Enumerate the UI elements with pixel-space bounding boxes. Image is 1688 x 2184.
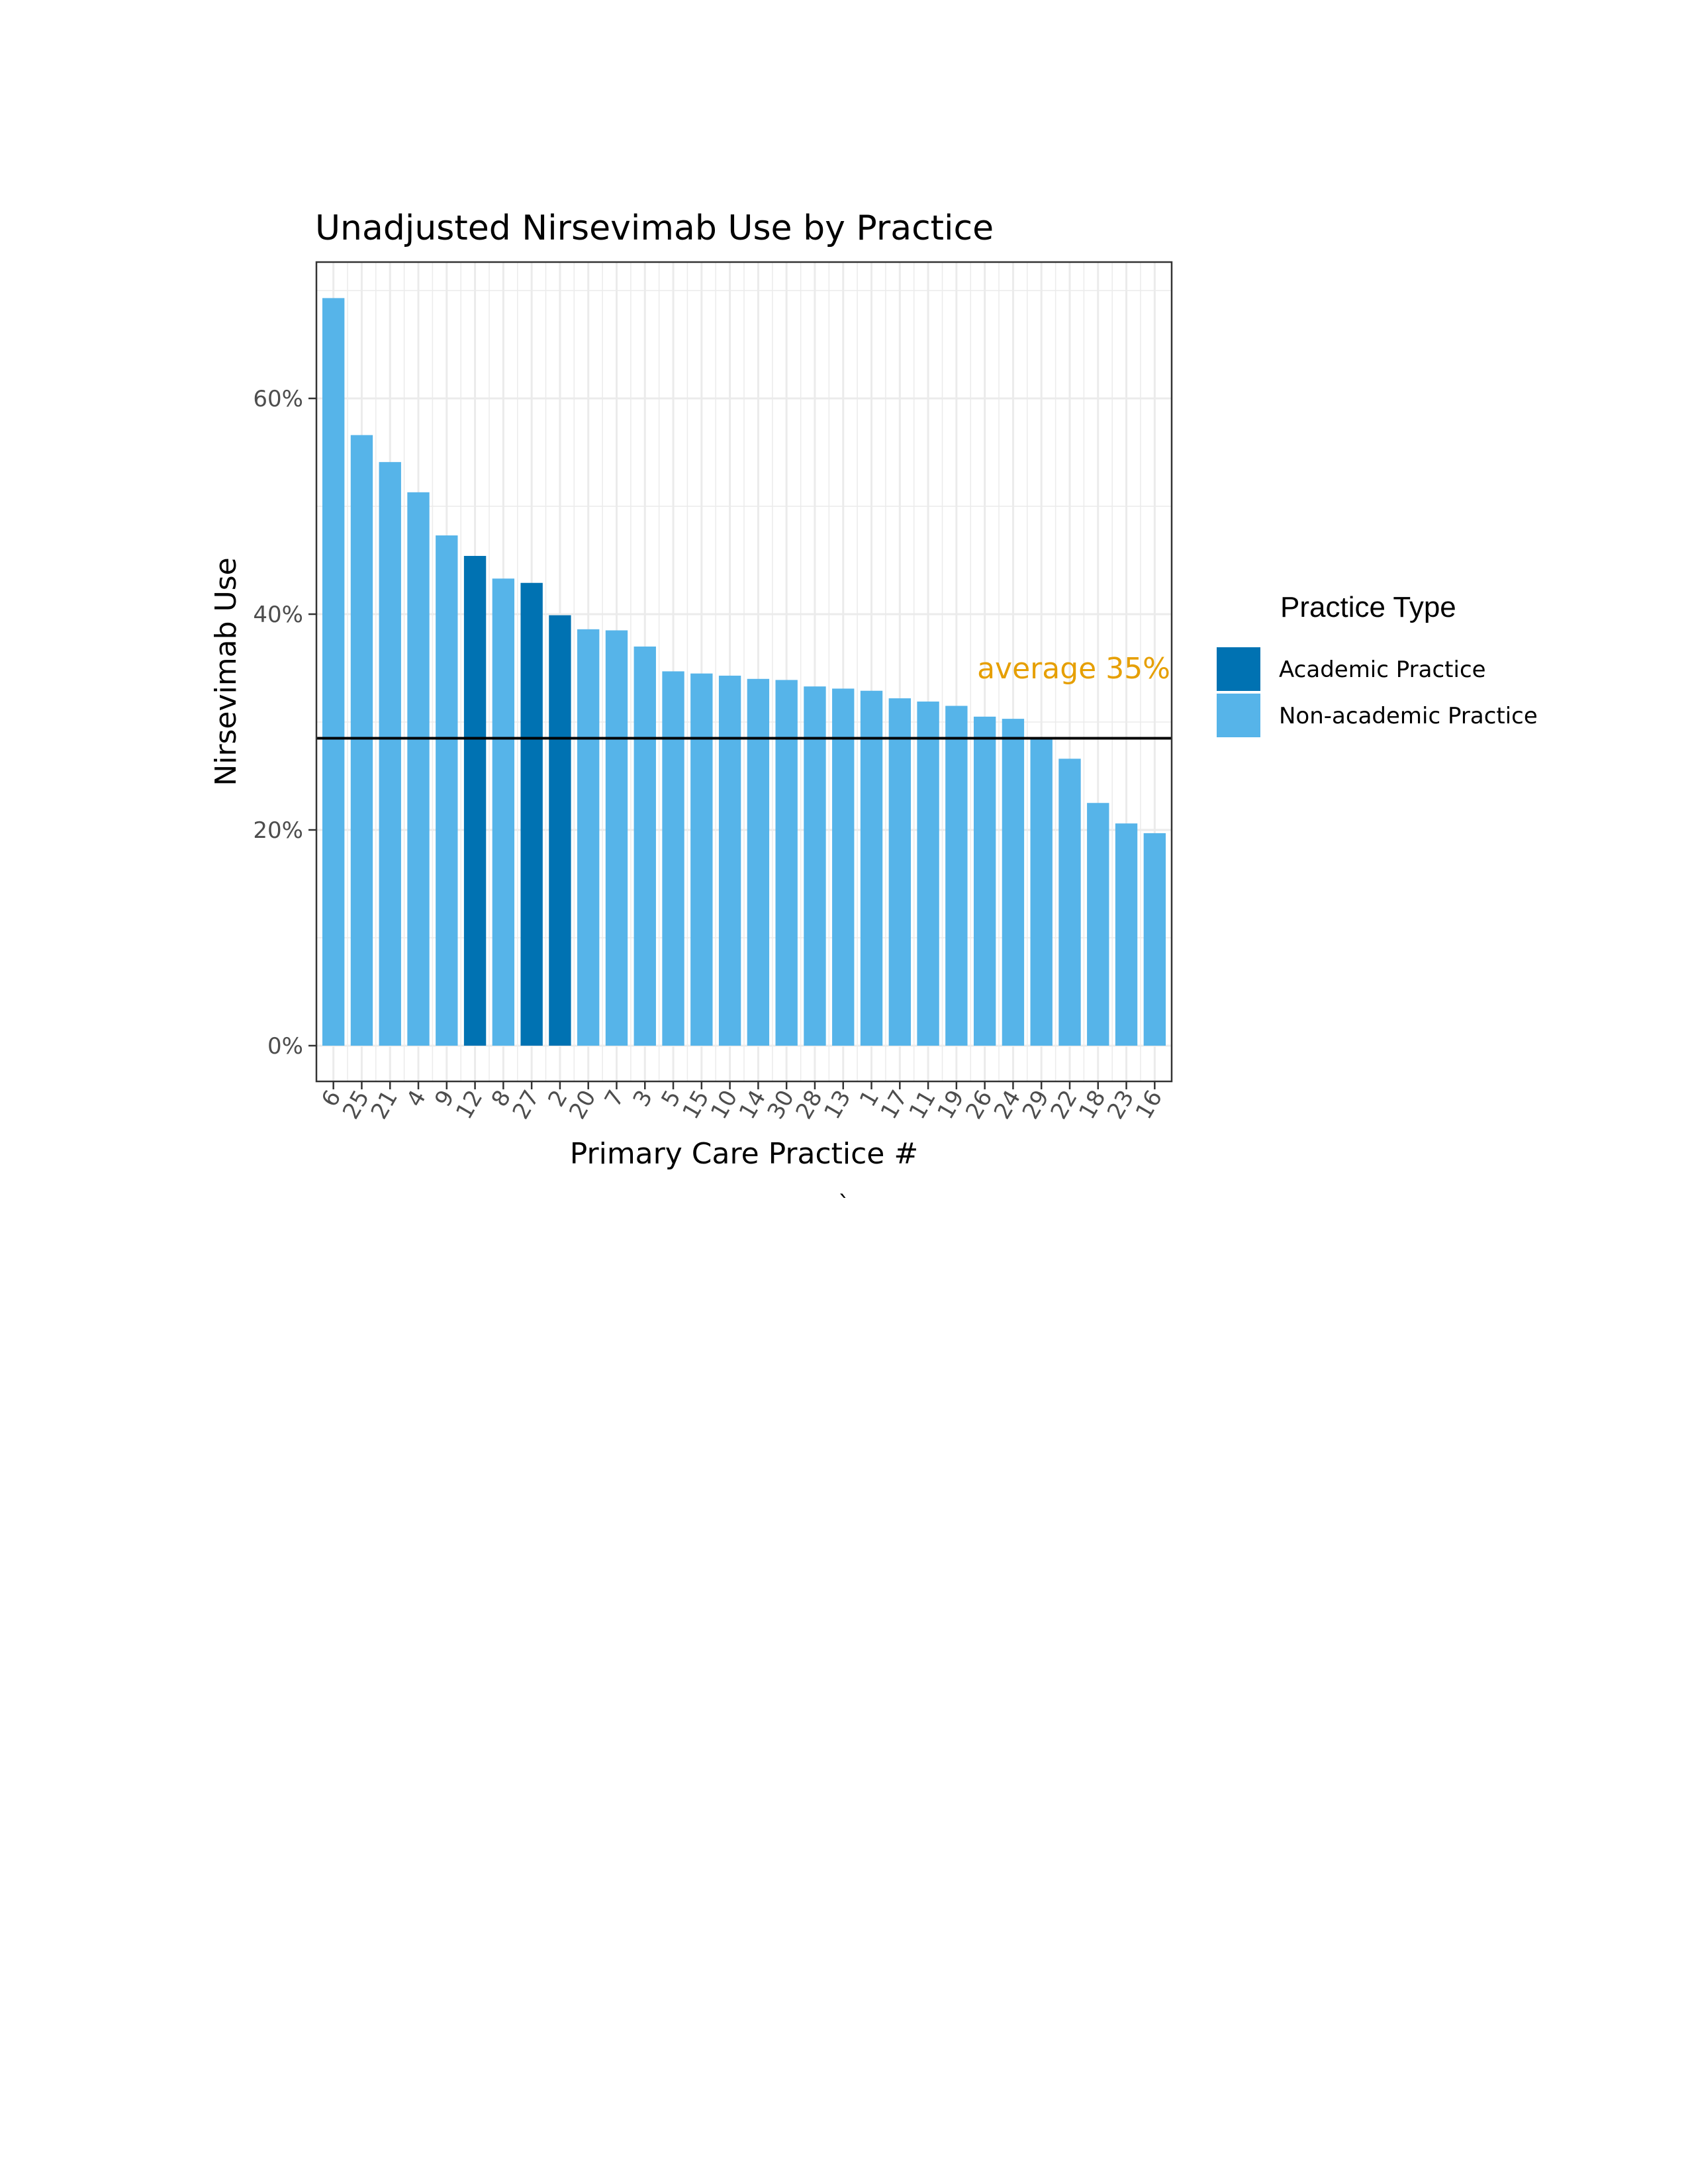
- x-tick-label: 16: [1131, 1086, 1168, 1124]
- bar: [1058, 758, 1081, 1046]
- y-axis: 0% 20% 40% 60%: [253, 386, 316, 1060]
- bar: [322, 298, 345, 1046]
- bar: [888, 698, 911, 1046]
- bar: [860, 690, 883, 1046]
- bar: [1087, 803, 1109, 1046]
- bar: [804, 686, 826, 1046]
- x-axis: 6252149128272207351510143028131171119262…: [316, 1081, 1168, 1124]
- legend-key: [1217, 647, 1260, 691]
- x-tick-label: 27: [508, 1086, 545, 1124]
- average-label: average 35%: [977, 652, 1170, 686]
- x-tick-label: 7: [600, 1086, 630, 1112]
- y-tick-label: 20%: [253, 817, 303, 844]
- x-tick-label: 12: [451, 1086, 488, 1124]
- panel-border: [315, 261, 1173, 1083]
- bar: [1143, 833, 1166, 1046]
- reference-line-group: average 35%: [316, 652, 1172, 740]
- x-tick-label: 20: [564, 1086, 601, 1124]
- bar: [379, 462, 401, 1046]
- bar: [775, 680, 798, 1046]
- y-axis-title: Nirsevimab Use: [209, 557, 243, 786]
- y-tick-label: 0%: [267, 1033, 303, 1060]
- x-tick-label: 3: [628, 1086, 658, 1112]
- y-tick-label: 60%: [253, 386, 303, 412]
- bar: [520, 582, 543, 1046]
- bars: [322, 298, 1166, 1046]
- bar: [463, 555, 487, 1046]
- bar: [945, 705, 968, 1046]
- stray-backtick-mark: `: [838, 1191, 850, 1218]
- legend-label: Non-academic Practice: [1279, 703, 1538, 729]
- bar: [747, 678, 770, 1046]
- bar: [1115, 823, 1138, 1046]
- bar: [662, 671, 684, 1046]
- bar: [690, 673, 713, 1046]
- legend-key: [1217, 694, 1260, 737]
- bar: [577, 629, 600, 1046]
- bar: [436, 535, 458, 1046]
- x-tick-label: 21: [366, 1086, 403, 1124]
- bar: [605, 630, 628, 1046]
- bar: [633, 646, 656, 1046]
- legend-title: Practice Type: [1280, 591, 1456, 623]
- x-axis-title: Primary Care Practice #: [570, 1137, 918, 1171]
- bar: [1030, 738, 1053, 1046]
- legend: Practice Type Academic Practice Non-acade…: [1217, 591, 1538, 737]
- bar: [832, 688, 855, 1046]
- bar: [492, 578, 515, 1046]
- bar: [350, 435, 373, 1046]
- bar: [718, 675, 741, 1046]
- x-tick-label: 13: [819, 1086, 856, 1124]
- bar: [917, 702, 939, 1046]
- bar: [407, 492, 430, 1046]
- y-tick-label: 40%: [253, 602, 303, 628]
- chart-title: Unadjusted Nirsevimab Use by Practice: [315, 208, 994, 248]
- x-tick-label: 4: [401, 1086, 431, 1112]
- bar: [973, 716, 996, 1046]
- bar: [1002, 719, 1025, 1046]
- bar: [549, 615, 571, 1046]
- legend-label: Academic Practice: [1279, 657, 1486, 683]
